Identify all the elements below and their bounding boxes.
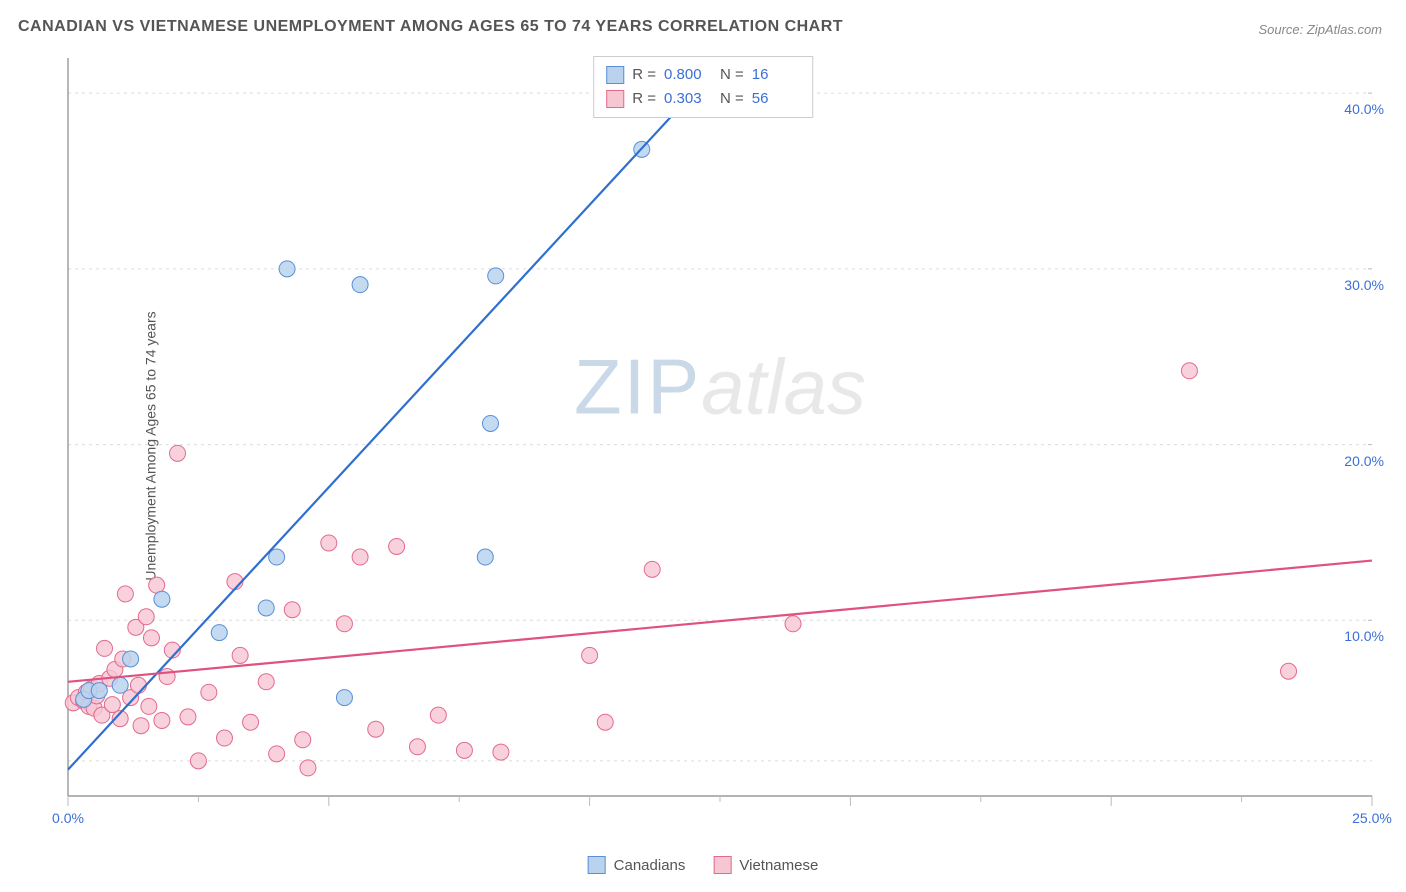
- y-tick-label: 30.0%: [1344, 277, 1384, 293]
- correlation-legend: R = 0.800 N = 16 R = 0.303 N = 56: [593, 56, 813, 118]
- legend-item-vietnamese: Vietnamese: [713, 856, 818, 874]
- legend-row-canadians: R = 0.800 N = 16: [606, 63, 800, 87]
- scatter-plot: [60, 52, 1380, 832]
- x-tick-label: 0.0%: [52, 810, 84, 826]
- legend-r-value-canadians: 0.800: [664, 63, 712, 87]
- legend-swatch-canadians: [588, 856, 606, 874]
- y-tick-label: 10.0%: [1344, 628, 1384, 644]
- legend-swatch-canadians: [606, 66, 624, 84]
- legend-r-label: R =: [632, 87, 656, 111]
- legend-row-vietnamese: R = 0.303 N = 56: [606, 87, 800, 111]
- legend-r-value-vietnamese: 0.303: [664, 87, 712, 111]
- y-tick-label: 40.0%: [1344, 101, 1384, 117]
- legend-label-canadians: Canadians: [614, 857, 686, 874]
- legend-item-canadians: Canadians: [588, 856, 686, 874]
- legend-n-value-vietnamese: 56: [752, 87, 800, 111]
- series-legend: Canadians Vietnamese: [588, 856, 819, 874]
- legend-n-value-canadians: 16: [752, 63, 800, 87]
- legend-n-label: N =: [720, 87, 744, 111]
- source-attribution: Source: ZipAtlas.com: [1258, 22, 1382, 37]
- x-tick-label: 25.0%: [1352, 810, 1392, 826]
- chart-title: CANADIAN VS VIETNAMESE UNEMPLOYMENT AMON…: [18, 18, 843, 36]
- legend-r-label: R =: [632, 63, 656, 87]
- legend-n-label: N =: [720, 63, 744, 87]
- legend-swatch-vietnamese: [606, 90, 624, 108]
- legend-label-vietnamese: Vietnamese: [739, 857, 818, 874]
- y-tick-label: 20.0%: [1344, 453, 1384, 469]
- legend-swatch-vietnamese: [713, 856, 731, 874]
- chart-area: ZIPatlas: [60, 52, 1380, 832]
